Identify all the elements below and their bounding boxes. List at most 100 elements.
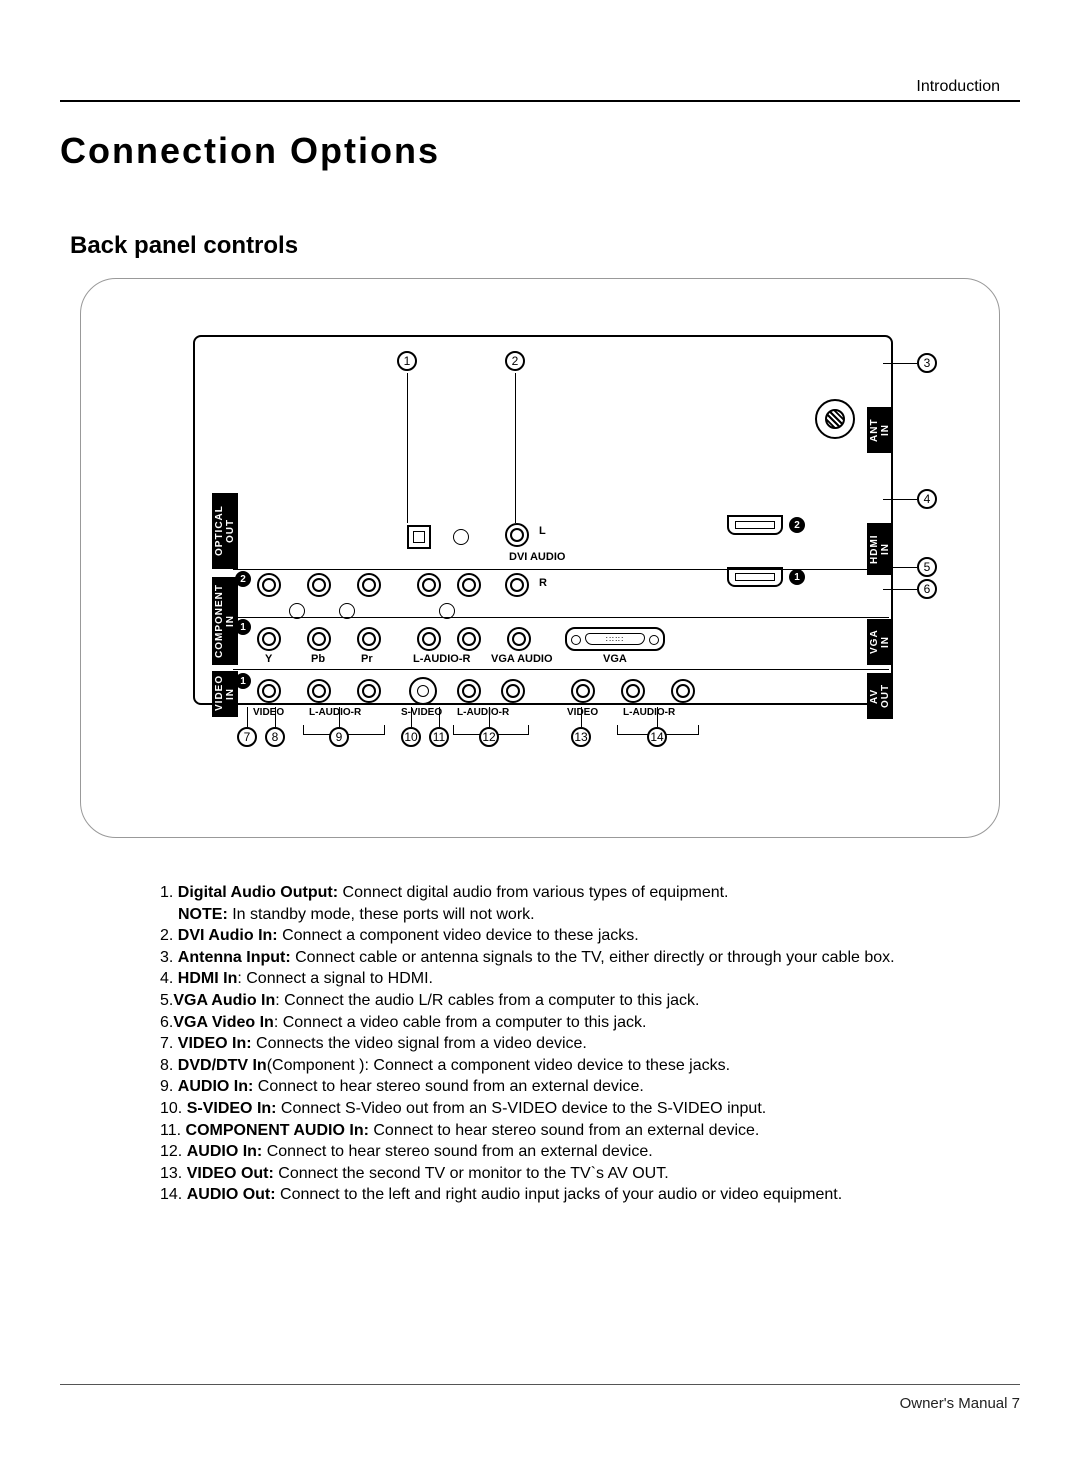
list-item: 7. VIDEO In: Connects the video signal f… [160,1033,970,1055]
list-item: 12. AUDIO In: Connect to hear stereo sou… [160,1141,970,1163]
port-comp1-pb [307,627,331,651]
header-rule [60,100,1020,102]
port-antenna [815,399,855,439]
list-item: 13. VIDEO Out: Connect the second TV or … [160,1163,970,1185]
port-svideo-al [457,679,481,703]
item-text: : Connect a video cable from a computer … [274,1014,647,1031]
list-item: NOTE: In standby mode, these ports will … [160,904,970,926]
header-section: Introduction [60,78,1020,96]
item-term: VGA Video In [173,1014,273,1031]
list-item: 5.VGA Audio In: Connect the audio L/R ca… [160,990,970,1012]
port-comp1-y [257,627,281,651]
callout-14: 14 [647,727,667,747]
hdmi-marker-2: 2 [789,517,805,533]
callout-9: 9 [329,727,349,747]
item-text: Connect cable or antenna signals to the … [291,949,895,966]
item-num: 8. [160,1057,173,1074]
item-num: 11. [160,1122,181,1139]
port-comp-dot1 [289,603,305,619]
port-video1-ar [357,679,381,703]
item-num: 14. [160,1186,182,1203]
label-ant-in: ANT IN [867,407,893,453]
callout-11: 11 [429,727,449,747]
port-dvi-audio-l [505,523,529,547]
item-num: 2. [160,927,173,944]
item-num: 6. [160,1014,173,1031]
label-dvi-audio: DVI AUDIO [509,551,565,563]
diagram-frame: OPTICAL OUT COMPONENT IN VIDEO IN ANT IN… [80,278,1000,838]
item-num: 7. [160,1035,173,1052]
item-term: VIDEO Out: [187,1165,274,1182]
item-term: DVI Audio In: [178,927,278,944]
item-num: 9. [160,1078,173,1095]
port-comp2-y [257,573,281,597]
port-optical [407,525,431,549]
hdmi-marker-1: 1 [789,569,805,585]
item-text: Connects the video signal from a video d… [252,1035,587,1052]
item-term: AUDIO Out: [187,1186,276,1203]
port-vga-audio [507,627,531,651]
list-item: 11. COMPONENT AUDIO In: Connect to hear … [160,1120,970,1142]
label-video1: VIDEO [253,707,284,718]
list-item: 8. DVD/DTV In(Component ): Connect a com… [160,1055,970,1077]
callout-2: 2 [505,351,525,371]
item-text: Connect to the left and right audio inpu… [276,1186,843,1203]
list-item: 3. Antenna Input: Connect cable or anten… [160,947,970,969]
item-term: Antenna Input: [178,949,291,966]
item-term: AUDIO In: [187,1143,263,1160]
callout-12: 12 [479,727,499,747]
item-text: Connect to hear stereo sound from an ext… [369,1122,759,1139]
list-item: 14. AUDIO Out: Connect to the left and r… [160,1184,970,1206]
label-y: Y [265,653,272,665]
port-comp2-al [417,573,441,597]
footer-rule [60,1384,1020,1385]
port-hdmi-1 [727,567,783,587]
description-list: 1. Digital Audio Output: Connect digital… [160,882,970,1206]
port-avout-al [621,679,645,703]
label-vga-in: VGA IN [867,619,893,665]
item-num: 1. [160,884,173,901]
callout-13: 13 [571,727,591,747]
port-comp1-ar [457,627,481,651]
item-text: Connect digital audio from various types… [338,884,728,901]
list-item: 2. DVI Audio In: Connect a component vid… [160,925,970,947]
list-item: 6.VGA Video In: Connect a video cable fr… [160,1012,970,1034]
item-num: 4. [160,970,173,987]
footer: Owner's Manual 7 [60,1384,1020,1412]
item-term: S-VIDEO In: [187,1100,277,1117]
item-num: 12. [160,1143,182,1160]
list-item: 10. S-VIDEO In: Connect S-Video out from… [160,1098,970,1120]
callout-6: 6 [917,579,937,599]
item-term: HDMI In [178,970,238,987]
port-video1 [257,679,281,703]
port-vga: ∷∷∷ [565,627,665,651]
item-term: VGA Audio In [173,992,275,1009]
port-comp1-al [417,627,441,651]
list-item: 4. HDMI In: Connect a signal to HDMI. [160,968,970,990]
callout-5: 5 [917,557,937,577]
item-text: (Component ): Connect a component video … [267,1057,730,1074]
label-pb: Pb [311,653,325,665]
port-comp1-pr [357,627,381,651]
item-term: Digital Audio Output: [178,884,338,901]
port-comp2-ar [457,573,481,597]
callout-7: 7 [237,727,257,747]
port-video1-al [307,679,331,703]
label-optical-out: OPTICAL OUT [212,493,238,569]
callout-3: 3 [917,353,937,373]
item-text: : Connect a signal to HDMI. [237,970,433,987]
port-svideo-ar [501,679,525,703]
item-term: NOTE: [178,906,228,923]
label-comp-laudior: L-AUDIO-R [413,653,470,665]
list-item: 1. Digital Audio Output: Connect digital… [160,882,970,904]
callout-4: 4 [917,489,937,509]
list-item: 9. AUDIO In: Connect to hear stereo soun… [160,1076,970,1098]
item-num: 5. [160,992,173,1009]
label-video1-laudior: L-AUDIO-R [309,707,361,718]
callout-10: 10 [401,727,421,747]
component-marker-1: 1 [235,619,251,635]
label-video-in: VIDEO IN [212,671,238,717]
item-term: AUDIO In: [178,1078,254,1095]
item-term: DVD/DTV In [178,1057,267,1074]
port-hdmi-2 [727,515,783,535]
